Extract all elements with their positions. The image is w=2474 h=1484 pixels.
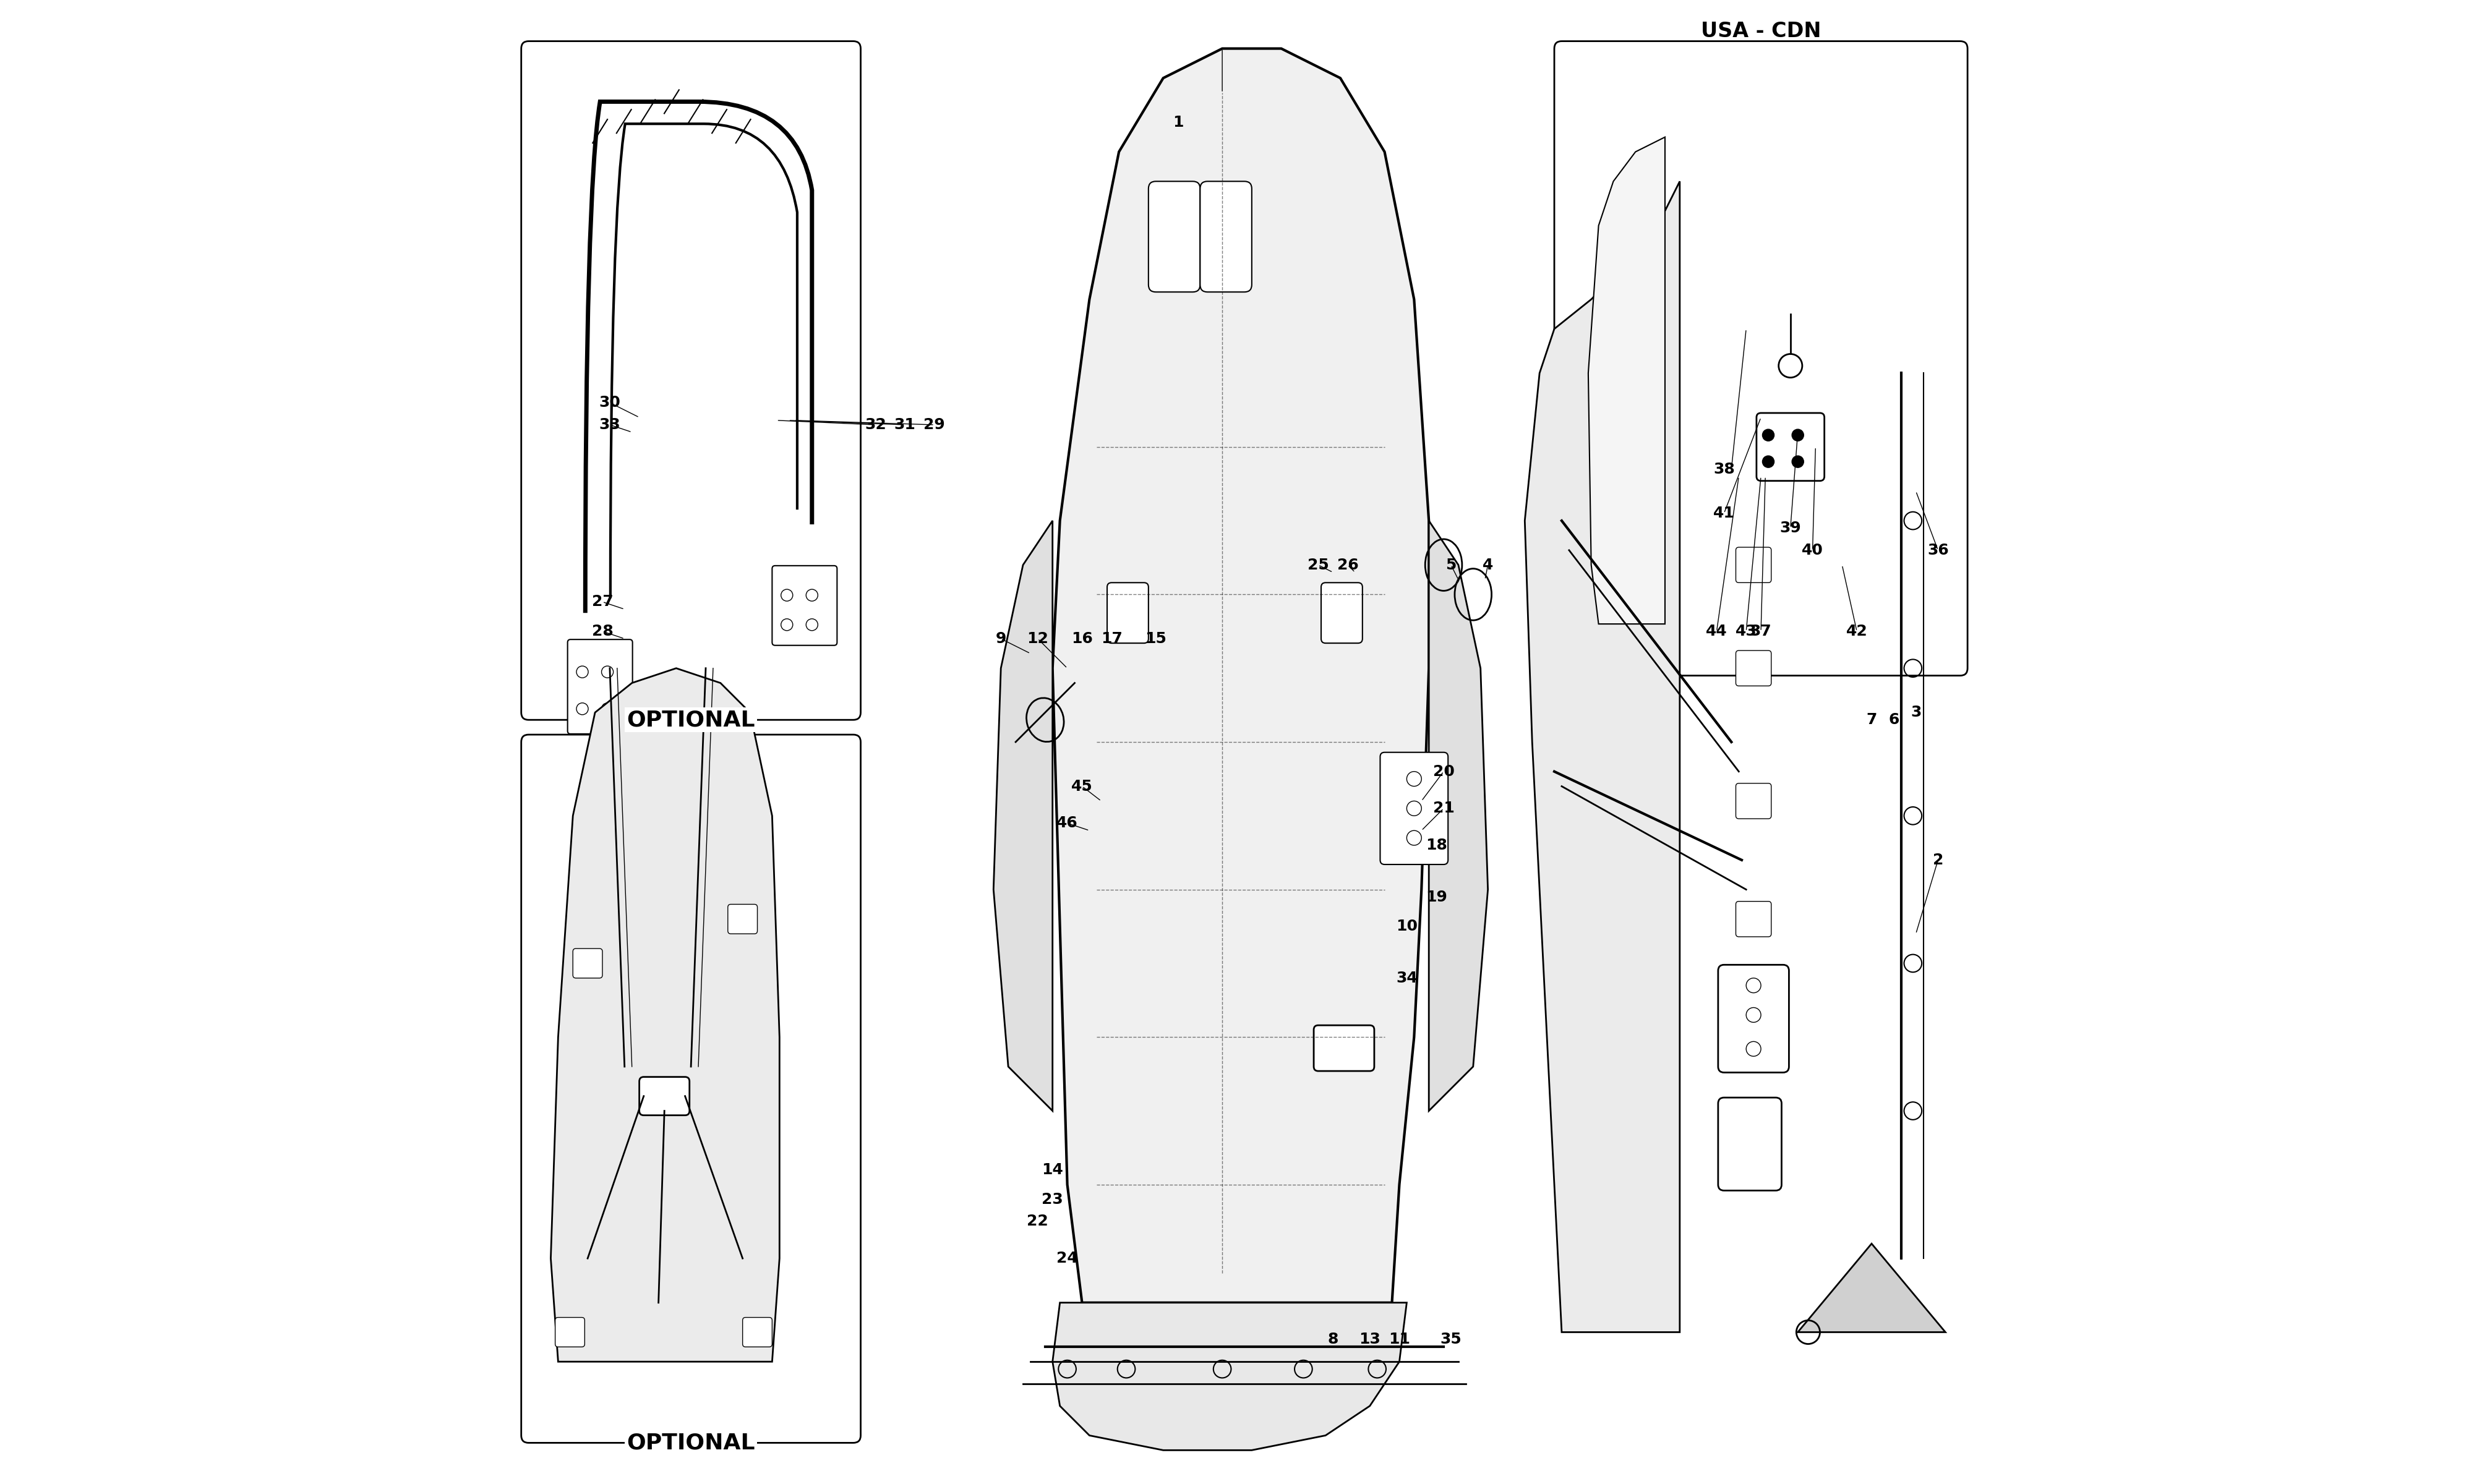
FancyBboxPatch shape (1737, 784, 1771, 819)
PathPatch shape (1430, 521, 1487, 1112)
Text: 24: 24 (1056, 1251, 1079, 1266)
FancyBboxPatch shape (567, 640, 633, 735)
Text: 33: 33 (599, 417, 621, 432)
Text: 1: 1 (1173, 114, 1183, 129)
Text: 31: 31 (893, 417, 915, 432)
PathPatch shape (1588, 137, 1665, 623)
Text: 13: 13 (1358, 1333, 1380, 1347)
Text: 20: 20 (1432, 764, 1455, 779)
Text: 15: 15 (1145, 631, 1168, 646)
PathPatch shape (995, 521, 1051, 1112)
Text: 27: 27 (591, 595, 614, 610)
Text: 17: 17 (1101, 631, 1123, 646)
Text: 45: 45 (1071, 779, 1094, 794)
Text: 14: 14 (1042, 1162, 1064, 1177)
FancyBboxPatch shape (1321, 583, 1363, 643)
FancyBboxPatch shape (638, 1077, 690, 1116)
Text: 28: 28 (591, 623, 614, 638)
Text: 2: 2 (1932, 853, 1945, 868)
FancyBboxPatch shape (1737, 901, 1771, 936)
Text: 21: 21 (1432, 801, 1455, 816)
Text: 44: 44 (1707, 623, 1727, 638)
FancyBboxPatch shape (742, 1318, 772, 1347)
FancyBboxPatch shape (727, 904, 757, 933)
PathPatch shape (1051, 49, 1430, 1303)
Text: 10: 10 (1395, 919, 1418, 933)
Text: 19: 19 (1425, 889, 1447, 904)
Text: 26: 26 (1336, 558, 1358, 573)
Text: 18: 18 (1425, 838, 1447, 853)
PathPatch shape (1799, 1244, 1945, 1333)
FancyBboxPatch shape (1200, 181, 1252, 292)
Text: 11: 11 (1388, 1333, 1410, 1347)
Circle shape (1761, 429, 1774, 441)
Text: 16: 16 (1071, 631, 1094, 646)
Text: 7: 7 (1865, 712, 1878, 727)
FancyBboxPatch shape (1757, 413, 1823, 481)
Text: 40: 40 (1801, 543, 1823, 558)
FancyBboxPatch shape (1737, 650, 1771, 686)
Text: 9: 9 (995, 631, 1007, 646)
Text: 23: 23 (1042, 1192, 1064, 1206)
Text: 25: 25 (1306, 558, 1329, 573)
Text: 32: 32 (866, 417, 886, 432)
PathPatch shape (1051, 1303, 1408, 1450)
FancyBboxPatch shape (1717, 1098, 1781, 1190)
Text: 3: 3 (1910, 705, 1922, 720)
Text: 42: 42 (1846, 623, 1868, 638)
Text: 35: 35 (1440, 1333, 1462, 1347)
FancyBboxPatch shape (574, 948, 601, 978)
PathPatch shape (552, 668, 779, 1362)
PathPatch shape (1524, 181, 1680, 1333)
Text: 46: 46 (1056, 816, 1079, 831)
Text: 4: 4 (1482, 558, 1494, 573)
Text: 41: 41 (1712, 506, 1734, 521)
Text: USA - CDN: USA - CDN (1700, 21, 1821, 42)
Text: 34: 34 (1395, 971, 1418, 985)
Text: 8: 8 (1329, 1333, 1338, 1347)
Text: OPTIONAL: OPTIONAL (626, 1432, 755, 1453)
FancyBboxPatch shape (554, 1318, 584, 1347)
FancyBboxPatch shape (1314, 1025, 1373, 1071)
FancyBboxPatch shape (1717, 965, 1789, 1073)
FancyBboxPatch shape (772, 565, 836, 646)
Text: 6: 6 (1888, 712, 1900, 727)
FancyBboxPatch shape (1380, 752, 1447, 865)
Text: 36: 36 (1927, 543, 1950, 558)
Circle shape (1791, 456, 1804, 467)
Text: 30: 30 (599, 395, 621, 410)
Text: 22: 22 (1027, 1214, 1049, 1229)
FancyBboxPatch shape (1108, 583, 1148, 643)
Circle shape (1761, 456, 1774, 467)
Text: 39: 39 (1779, 521, 1801, 536)
Text: 37: 37 (1749, 623, 1771, 638)
Text: 12: 12 (1027, 631, 1049, 646)
FancyBboxPatch shape (1737, 548, 1771, 583)
FancyBboxPatch shape (1148, 181, 1200, 292)
Circle shape (1791, 429, 1804, 441)
Text: OPTIONAL: OPTIONAL (626, 709, 755, 730)
Text: 38: 38 (1714, 462, 1734, 476)
Text: 43: 43 (1734, 623, 1757, 638)
Text: 5: 5 (1445, 558, 1457, 573)
Text: 29: 29 (923, 417, 945, 432)
